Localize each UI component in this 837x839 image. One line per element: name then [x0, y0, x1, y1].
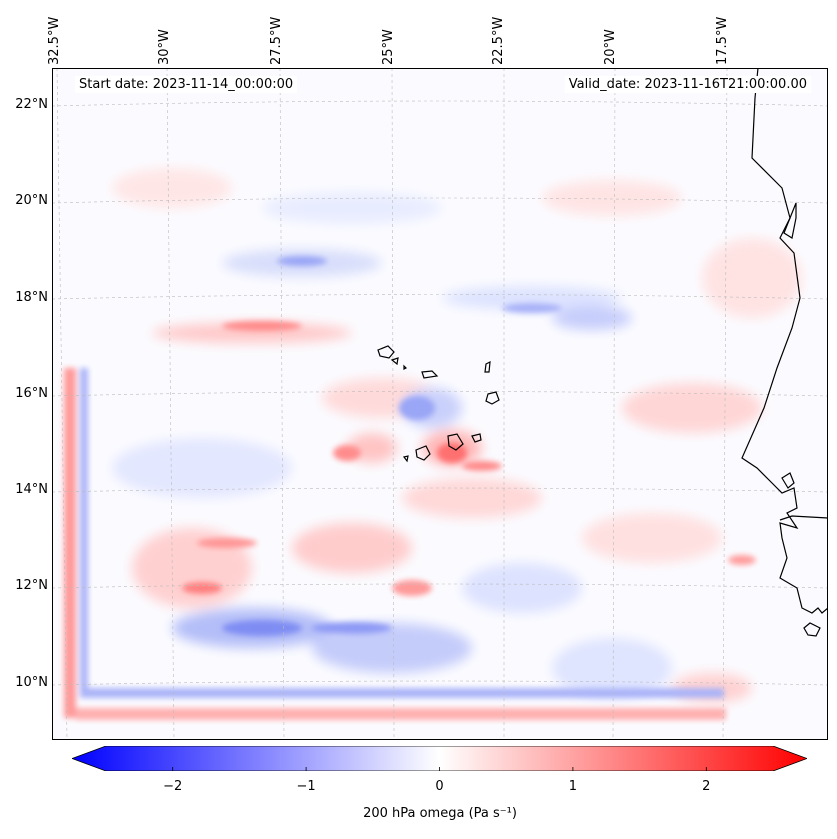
colorbar-tick-label: −2 — [163, 779, 183, 794]
lat-label-16N: 16°N — [15, 386, 48, 401]
colorbar-label: 200 hPa omega (Pa s⁻¹) — [363, 806, 517, 821]
map-panel — [52, 68, 828, 740]
lat-label-18N: 18°N — [15, 290, 48, 305]
field-patch — [292, 523, 412, 573]
colorbar-tick-label: 2 — [702, 779, 711, 794]
island — [421, 370, 439, 379]
boundary-band-south — [76, 708, 726, 720]
field-cell — [312, 622, 392, 634]
lat-label-10N: 10°N — [15, 675, 48, 690]
island — [415, 445, 431, 461]
field-patch — [152, 323, 352, 343]
lon-label-20W: 20°W — [603, 29, 618, 65]
island — [377, 345, 395, 359]
field-patch — [262, 192, 442, 224]
lon-label-30W: 30°W — [157, 29, 172, 65]
map-frame — [52, 68, 828, 740]
field-cell — [502, 303, 562, 313]
lat-label-12N: 12°N — [15, 578, 48, 593]
boundary-band-south-inner — [84, 688, 724, 698]
colorbar-tick-label: 1 — [568, 779, 578, 794]
island — [402, 455, 409, 463]
lon-label-17.5W: 17.5°W — [715, 16, 730, 65]
field-cell — [399, 396, 435, 420]
field-cell — [197, 538, 257, 548]
field-patch — [582, 513, 722, 563]
field-patch — [112, 438, 292, 498]
colorbar-tick-label: −1 — [296, 779, 316, 794]
field-patch — [402, 478, 542, 518]
lon-label-27.5W: 27.5°W — [269, 16, 284, 65]
field-cell — [333, 445, 361, 461]
omega-field-smooth — [112, 168, 802, 703]
field-cell — [222, 321, 302, 331]
lon-label-25W: 25°W — [381, 29, 396, 65]
field-cell — [462, 461, 502, 471]
field-patch — [702, 238, 802, 318]
field-patch — [622, 383, 762, 433]
graticule — [52, 68, 828, 740]
lon-label-22.5W: 22.5°W — [491, 16, 506, 65]
field-cell — [182, 582, 222, 594]
lat-label-20N: 20°N — [15, 193, 48, 208]
colorbar-ticks — [172, 767, 707, 771]
coastline — [741, 68, 828, 637]
lat-label-14N: 14°N — [15, 482, 48, 497]
boundary-band-west-inner — [80, 368, 88, 698]
cabo-verde-islands — [377, 345, 500, 463]
omega-field-map — [52, 68, 828, 740]
island — [485, 391, 500, 405]
field-patch — [552, 306, 632, 330]
boundary-band-west — [64, 368, 76, 718]
field-patch — [542, 180, 682, 216]
field-cell — [277, 256, 327, 266]
field-patch — [442, 286, 622, 310]
field-patch — [112, 168, 232, 208]
island — [447, 433, 464, 451]
valid-date-label: Valid_date: 2023-11-16T21:00:00.00 — [564, 76, 811, 93]
island — [471, 433, 482, 443]
omega-field-sharp — [64, 256, 756, 720]
island — [390, 357, 399, 366]
field-cell — [437, 443, 467, 463]
field-cell — [728, 555, 756, 565]
island — [403, 364, 408, 370]
colorbar-body — [72, 746, 807, 771]
field-cell — [392, 580, 432, 596]
field-cell — [222, 620, 302, 636]
start-date-label: Start date: 2023-11-14_00:00:00 — [75, 76, 298, 93]
colorbar — [72, 746, 807, 771]
field-patch — [462, 563, 582, 613]
island — [484, 360, 491, 373]
field-patch — [552, 638, 672, 698]
lon-label-32.5W: 32.5°W — [47, 16, 62, 65]
field-patch — [312, 623, 472, 673]
colorbar-tick-label: 0 — [435, 779, 444, 794]
lat-label-22N: 22°N — [15, 97, 48, 112]
